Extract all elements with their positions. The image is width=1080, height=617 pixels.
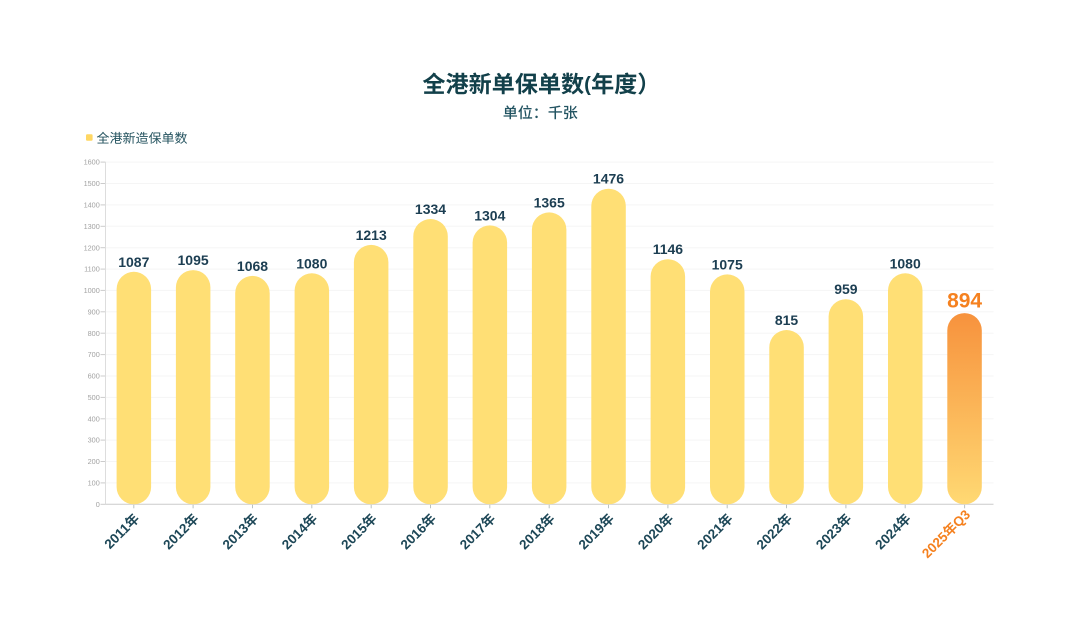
svg-text:1068: 1068 [237,258,268,274]
svg-text:1087: 1087 [118,254,149,270]
svg-text:959: 959 [834,281,858,297]
svg-text:894: 894 [947,290,982,313]
svg-text:1300: 1300 [84,222,100,231]
svg-text:400: 400 [88,414,100,423]
svg-text:800: 800 [88,329,100,338]
svg-text:1500: 1500 [84,179,100,188]
svg-text:1365: 1365 [534,194,565,210]
svg-text:1304: 1304 [474,207,505,223]
svg-text:200: 200 [88,457,100,466]
svg-text:1080: 1080 [890,255,921,271]
svg-text:500: 500 [88,393,100,402]
svg-text:1476: 1476 [593,171,624,187]
svg-text:100: 100 [88,479,100,488]
svg-text:1200: 1200 [84,243,100,252]
svg-text:700: 700 [88,350,100,359]
svg-text:1000: 1000 [84,286,100,295]
svg-text:1146: 1146 [653,241,684,257]
svg-text:1100: 1100 [84,265,100,274]
svg-text:1075: 1075 [712,256,743,272]
svg-text:1334: 1334 [415,201,446,217]
svg-text:600: 600 [88,372,100,381]
svg-text:900: 900 [88,307,100,316]
svg-text:815: 815 [775,312,799,328]
svg-text:1095: 1095 [178,252,209,268]
svg-text:1213: 1213 [356,227,387,243]
svg-text:1080: 1080 [296,255,327,271]
svg-text:(: ( [584,74,591,96]
svg-text:1400: 1400 [84,201,100,210]
svg-text:300: 300 [88,436,100,445]
svg-text:0: 0 [96,500,100,509]
svg-text:1600: 1600 [84,158,100,167]
